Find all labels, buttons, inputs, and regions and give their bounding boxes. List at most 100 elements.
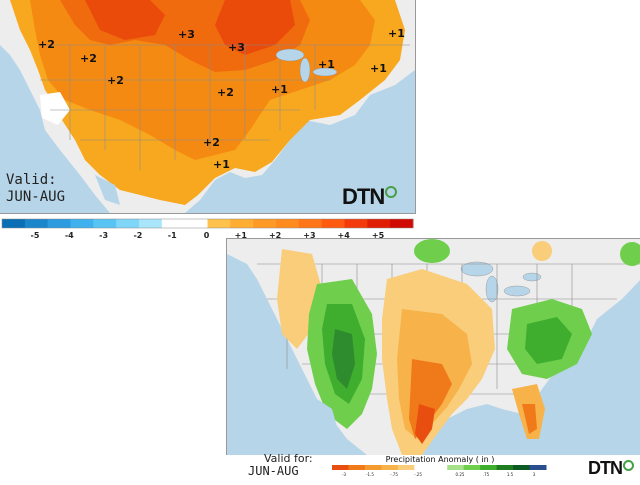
gulf-of-california (317, 399, 339, 434)
legend-tick-label: 3 (533, 472, 536, 477)
anomaly-label: +1 (370, 62, 387, 75)
legend-tick-label: -2 (133, 231, 142, 240)
anomaly-label: +1 (318, 58, 335, 71)
wet-zone-northeast-mid (525, 317, 572, 364)
anomaly-label: +3 (178, 28, 195, 41)
gulf-of-california (95, 175, 120, 205)
legend-tick-label: -3 (342, 472, 346, 477)
anomaly-plus4-zone-north (215, 0, 295, 55)
legend-swatch (348, 465, 366, 470)
legend-swatch (139, 219, 163, 228)
legend-swatch (24, 219, 49, 228)
anomaly-label: +2 (217, 86, 234, 99)
legend-tick-label: -1.5 (366, 472, 374, 477)
anomaly-label: +1 (213, 158, 230, 171)
precipitation-legend-bar: Precipitation Anomaly ( in ) -3 -1.5 -.75 -… (332, 455, 547, 477)
legend-swatch (513, 465, 531, 470)
legend-tick-label: -5 (31, 231, 40, 240)
legend-swatch (93, 219, 117, 228)
legend-swatch (529, 465, 547, 470)
legend-title: Precipitation Anomaly ( in ) (386, 455, 495, 464)
legend-swatch (463, 465, 481, 470)
legend-tick-label: +3 (303, 231, 315, 240)
legend-swatch (70, 219, 94, 228)
legend-swatch (298, 219, 323, 228)
legend-tick-label: +2 (269, 231, 281, 240)
anomaly-label: +2 (80, 52, 97, 65)
legend-swatch (253, 219, 277, 228)
legend-tick-label: +4 (338, 231, 351, 240)
legend-swatch (414, 465, 432, 470)
precipitation-map-canvas (227, 239, 640, 455)
anomaly-plus4-zone-west (85, 0, 165, 40)
dtn-logo-circle-icon (385, 186, 398, 198)
temperature-map-canvas: +2 +2 +2 +3 +3 +2 +1 +1 +1 +1 +2 +1 (0, 0, 415, 213)
legend-swatch (364, 465, 382, 470)
legend-swatch (230, 219, 254, 228)
valid-label: Valid for: (264, 452, 313, 465)
legend-swatch (47, 219, 71, 228)
anomaly-label: +1 (271, 83, 288, 96)
temperature-anomaly-map: +2 +2 +2 +3 +3 +2 +1 +1 +1 +1 +2 +1 Vali… (0, 0, 416, 214)
legend-swatch (207, 219, 231, 228)
legend-swatch (321, 219, 345, 228)
temperature-legend: -5 -4 -3 -2 -1 0 +1 +2 +3 +4 +5 (0, 218, 415, 240)
legend-swatch (480, 465, 498, 470)
dtn-logo-circle-icon (623, 460, 634, 471)
legend-swatch (184, 219, 208, 228)
legend-swatch (367, 219, 391, 228)
legend-swatch (116, 219, 140, 228)
legend-swatch (344, 219, 368, 228)
dtn-logo: DTN (342, 184, 398, 210)
valid-period: Valid: JUN-AUG (6, 172, 65, 206)
anomaly-label: +2 (203, 136, 220, 149)
valid-period: Valid for: JUN-AUG (248, 452, 313, 478)
legend-tick-label: -3 (99, 231, 108, 240)
legend-swatch (397, 465, 415, 470)
valid-range: JUN-AUG (6, 189, 66, 205)
legend-tick-label: 0 (204, 231, 210, 240)
legend-swatch (276, 219, 300, 228)
anomaly-label: +2 (38, 38, 55, 51)
legend-swatch (161, 219, 186, 228)
precipitation-legend: Precipitation Anomaly ( in ) -3 -1.5 -.75 -… (330, 455, 550, 480)
anomaly-label: +3 (228, 41, 245, 54)
legend-tick-label: 1.5 (507, 472, 514, 477)
legend-tick-label: .75 (483, 472, 490, 477)
temperature-legend-bar: -5 -4 -3 -2 -1 0 +1 +2 +3 +4 +5 (1, 218, 414, 240)
wet-zone-east-canada (620, 242, 640, 266)
legend-swatch (381, 465, 399, 470)
valid-label: Valid: (6, 172, 57, 188)
precipitation-anomaly-map (226, 238, 640, 455)
legend-tick-label: -.75 (390, 472, 398, 477)
valid-range: JUN-AUG (248, 464, 299, 478)
legend-tick-label: 0.25 (456, 472, 465, 477)
wet-zone-strong (332, 329, 355, 389)
wet-zone-canada (414, 239, 450, 263)
dry-zone-max (415, 404, 435, 444)
dry-zone-florida-strong (522, 404, 537, 434)
anomaly-label: +1 (388, 27, 405, 40)
anomaly-label: +2 (107, 74, 124, 87)
neutral-zone-california (40, 92, 70, 125)
dtn-logo-text: DTN (588, 458, 623, 478)
state-borders (40, 44, 410, 170)
great-lakes (275, 48, 338, 83)
legend-swatch (390, 219, 414, 228)
legend-tick-label: +1 (235, 231, 248, 240)
legend-tick-label: -4 (65, 231, 74, 240)
legend-swatch (447, 465, 465, 470)
legend-tick-label: +5 (372, 231, 385, 240)
legend-swatch (2, 219, 26, 228)
dtn-logo: DTN (588, 458, 634, 479)
legend-swatch (332, 465, 349, 470)
legend-swatch (496, 465, 514, 470)
legend-tick-label: -1 (168, 231, 177, 240)
legend-border (1, 218, 414, 229)
great-lakes (460, 261, 542, 303)
legend-swatch (430, 465, 448, 470)
dtn-logo-text: DTN (342, 184, 385, 209)
anomaly-labels: +2 +2 +2 +3 +3 +2 +1 +1 +1 +1 +2 +1 (38, 27, 405, 171)
legend-tick-label: -.25 (414, 472, 422, 477)
dry-zone-canada (532, 241, 552, 261)
